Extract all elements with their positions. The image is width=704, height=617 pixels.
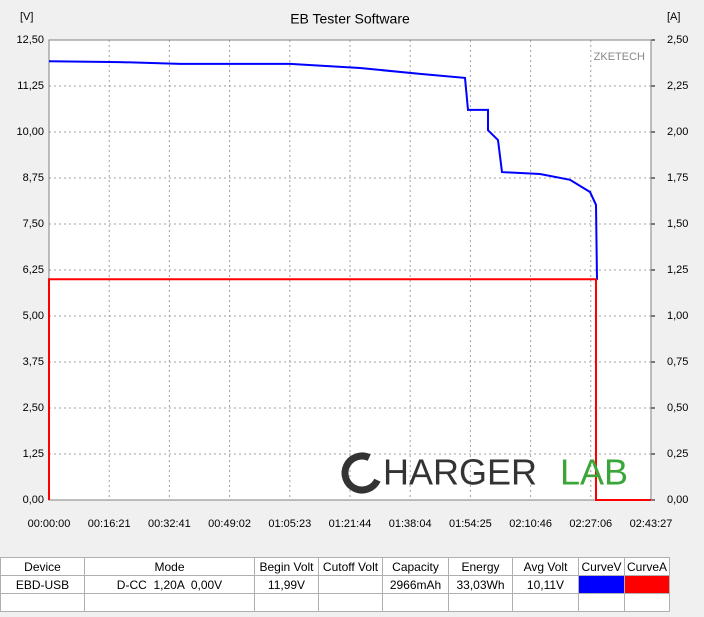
y2-tick-label: 2,25: [667, 80, 688, 92]
cell: EBD-USB: [0, 575, 85, 594]
header-cell: Begin Volt: [254, 557, 319, 576]
y2-tick-label: 1,50: [667, 218, 688, 230]
data-row: EBD-USB D-CC 1,20A 0,00V 11,99V 2966mAh …: [0, 575, 671, 594]
watermark: ZKETECH: [594, 51, 645, 63]
header-cell: Cutoff Volt: [318, 557, 383, 576]
summary-table: Device Mode Begin Volt Cutoff Volt Capacity E…: [0, 557, 671, 612]
header-cell: Mode: [84, 557, 255, 576]
series-line: [48, 278, 651, 501]
color-swatch: [623, 575, 671, 594]
chart: EB Tester Software [V] [A] ZKETECH 0,00 1…: [16, 10, 689, 530]
y2-tick-label: 1,00: [667, 310, 688, 322]
color-swatch: [578, 575, 625, 594]
cell: [318, 575, 383, 594]
x-tick-label: 01:38:04: [389, 518, 432, 530]
logo: HARGER LAB: [341, 452, 628, 494]
cell: 11,99V: [254, 575, 319, 594]
empty-row: [0, 593, 671, 612]
x-tick-label: 00:49:02: [208, 518, 251, 530]
y-tick-label: 10,00: [16, 126, 44, 138]
x-tick-label: 01:54:25: [449, 518, 492, 530]
series-line: [48, 60, 598, 280]
y-tick-label: 2,50: [23, 402, 44, 414]
y-tick-label: 3,75: [23, 356, 44, 368]
y-tick-label: 0,00: [23, 494, 44, 506]
cell: 10,11V: [512, 575, 579, 594]
y-tick-label: 1,25: [23, 448, 44, 460]
cell: 2966mAh: [382, 575, 449, 594]
logo-accent: LAB: [560, 452, 628, 493]
y-tick-label: 5,00: [23, 310, 44, 322]
header-row: Device Mode Begin Volt Cutoff Volt Capacity E…: [0, 557, 671, 576]
logo-text: HARGER: [383, 452, 537, 493]
plot-frame: [48, 39, 652, 501]
x-tick-label: 00:32:41: [148, 518, 191, 530]
x-tick-label: 02:43:27: [630, 518, 673, 530]
y2-tick-label: 1,25: [667, 264, 688, 276]
x-tick-label: 00:00:00: [28, 518, 71, 530]
x-tick-label: 01:05:23: [268, 518, 311, 530]
x-tick-label: 00:16:21: [88, 518, 131, 530]
logo-icon: [341, 452, 383, 494]
header-cell: Device: [0, 557, 85, 576]
y-tick-label: 6,25: [23, 264, 44, 276]
header-cell: Capacity: [382, 557, 449, 576]
y2-tick-label: 0,75: [667, 356, 688, 368]
y-tick-label: 7,50: [23, 218, 44, 230]
chart-title: EB Tester Software: [290, 11, 410, 27]
header-cell: Avg Volt: [512, 557, 579, 576]
y2-tick-label: 0,25: [667, 448, 688, 460]
cell: 33,03Wh: [448, 575, 513, 594]
y-tick-label: 11,25: [17, 80, 44, 92]
x-tick-label: 01:21:44: [329, 518, 372, 530]
y2-tick-label: 2,50: [667, 34, 688, 46]
y2-tick-label: 0,00: [667, 494, 688, 506]
y-tick-label: 12,50: [16, 34, 44, 46]
y2-tick-label: 0,50: [667, 402, 688, 414]
y-tick-label: 8,75: [23, 172, 44, 184]
cell: D-CC 1,20A 0,00V: [84, 575, 255, 594]
x-tick-label: 02:27:06: [569, 518, 612, 530]
y2-tick-label: 1,75: [667, 172, 688, 184]
x-tick-label: 02:10:46: [509, 518, 552, 530]
header-cell: CurveV: [578, 557, 625, 576]
header-cell: Energy: [448, 557, 513, 576]
y2-tick-label: 2,00: [667, 126, 688, 138]
header-cell: CurveA: [623, 557, 671, 576]
y2-axis-label: [A]: [667, 11, 680, 23]
y-axis-label: [V]: [20, 11, 33, 23]
